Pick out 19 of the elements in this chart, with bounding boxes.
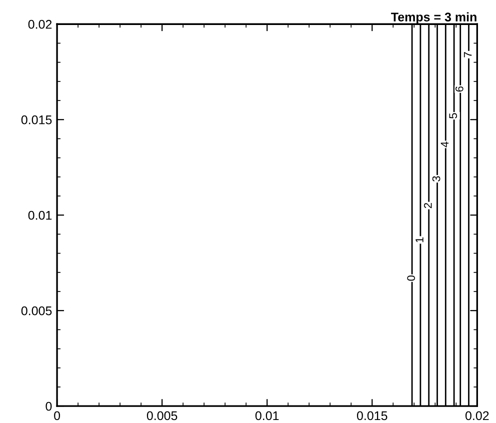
annotation: 7 [464, 52, 472, 58]
x-tick-label: 0.02 [465, 411, 489, 420]
y-tick-label: 0.005 [21, 306, 52, 316]
x-tick-label: 0.01 [255, 411, 279, 420]
annotation: 2 [424, 203, 432, 208]
chart-title: Temps = 3 min [391, 12, 476, 24]
annotation: 5 [449, 113, 458, 118]
annotation: 3 [432, 176, 440, 182]
x-tick-label: 0 [54, 411, 60, 420]
annotation: 1 [416, 237, 424, 242]
y-tick-label: 0.01 [28, 210, 52, 220]
x-tick-label: 0.005 [146, 411, 178, 420]
x-tick-label: 0.015 [356, 411, 388, 420]
annotation: 0 [407, 275, 416, 281]
y-tick-label: 0 [46, 402, 52, 411]
y-tick-label: 0.02 [28, 20, 52, 29]
annotation: 6 [455, 86, 464, 92]
y-tick-label: 0.015 [21, 115, 52, 124]
annotation: 4 [440, 142, 449, 148]
